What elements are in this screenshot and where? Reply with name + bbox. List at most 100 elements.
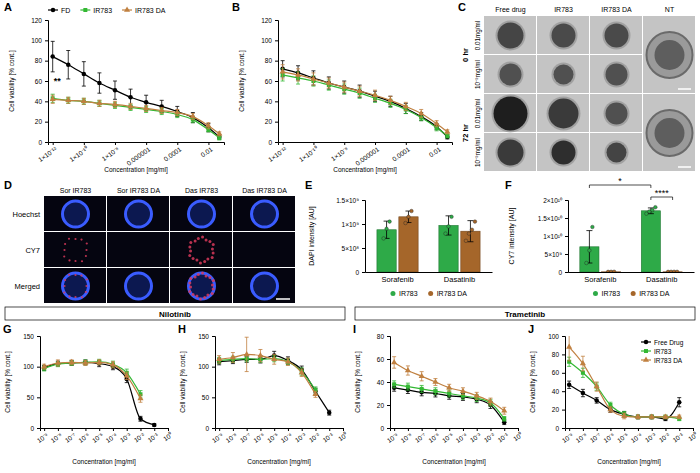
series-line (53, 99, 220, 134)
tick-mark (565, 236, 568, 237)
tick-label: 80 (377, 333, 385, 340)
cy7-signal (189, 277, 192, 280)
error-bar (384, 221, 390, 238)
cy7-signal (195, 259, 198, 262)
cy7-signal (208, 276, 211, 279)
spheroid (498, 140, 524, 166)
axis-line (279, 143, 453, 146)
replicate-point (450, 215, 454, 219)
fluorescence-panel: Sor IR783Sor IR783 DADas IR783Das IR783 … (12, 187, 295, 303)
data-point (372, 92, 378, 97)
legend: FDIR783IR783 DA (48, 6, 166, 13)
x-axis-title: Concentration [mg/ml] (247, 458, 311, 466)
tick: 5×10⁸ (342, 245, 365, 252)
data-point (432, 378, 438, 383)
x-axis: 1×10⁻¹²1×10⁻¹⁰1×10⁻⁸0.0000010.00010.01 (37, 142, 225, 167)
tick-label: 0.000001 (354, 145, 381, 167)
data-point (280, 68, 286, 73)
tick: 0.000001 (354, 142, 381, 167)
micrograph (107, 268, 169, 303)
spheroid (494, 97, 528, 131)
tick-mark (208, 142, 209, 145)
plot-area (41, 359, 156, 427)
micrograph (484, 133, 536, 171)
tick-mark (84, 142, 85, 145)
tick: 10⁰ (687, 428, 699, 442)
tick: 80 (377, 333, 390, 340)
tick: 20 (35, 118, 48, 125)
micrograph (484, 55, 536, 93)
series-line (283, 75, 448, 136)
tick: 10⁻⁶ (77, 428, 91, 444)
tick-label: 1×10⁻¹² (37, 145, 59, 163)
cy7-signal (212, 243, 215, 246)
cy7-signal (68, 295, 70, 297)
spheroid (498, 62, 524, 88)
spheroid (552, 63, 576, 87)
tick-label: Sorafenib (584, 275, 616, 284)
data-point (594, 398, 599, 403)
tick: 10⁻⁷ (588, 428, 602, 444)
spheroid (492, 95, 530, 133)
tick-label: 10⁻⁴ (454, 431, 468, 444)
x-axis: 10⁻⁹10⁻⁸10⁻⁷10⁻⁶10⁻⁵10⁻⁴10⁻³10⁻²10⁻¹10⁰ (561, 428, 700, 444)
axis-line (41, 429, 169, 432)
error-bar (327, 410, 331, 415)
cy7-signal (212, 279, 215, 282)
tick-label: 10⁻² (482, 431, 496, 444)
tick-mark (275, 61, 278, 62)
series-line (219, 354, 315, 394)
y-axis: 05×10⁹1×10¹⁰1.5×10¹⁰2×10¹⁰ (538, 197, 569, 276)
cy7-signal (68, 259, 70, 261)
data-point (55, 359, 61, 364)
tick-label: 10⁻⁶ (602, 431, 616, 444)
x-axis: SorafenibDasatinib (569, 273, 695, 285)
tick-mark (387, 336, 390, 337)
series-line (53, 57, 220, 137)
tick: 10⁻⁵ (266, 428, 280, 444)
legend-label: IR783 (654, 348, 672, 355)
data-point (97, 81, 102, 86)
series-line (283, 69, 448, 137)
y-axis-title: Cell viability [% cont.] (354, 351, 362, 413)
column-header: Das IR783 (185, 187, 218, 194)
panel-letter: E (305, 179, 312, 191)
tick-mark (233, 428, 234, 431)
tick-mark (652, 428, 653, 431)
tick-mark (219, 428, 220, 431)
y-axis: 020406080100120 (31, 17, 48, 146)
tick-label: 10⁻⁵ (616, 431, 630, 444)
spheroid (607, 143, 627, 163)
data-point (434, 120, 440, 125)
data-point (649, 413, 655, 418)
data-point (271, 356, 277, 361)
data-point (144, 100, 149, 105)
tick-mark (624, 428, 625, 431)
axis-line (566, 429, 694, 432)
data-point (447, 392, 451, 396)
cy7-signal (212, 288, 215, 291)
cy7-signal (86, 278, 88, 280)
legend: IR783IR783 DA (390, 290, 467, 297)
tick-label: 10⁻³ (469, 431, 483, 444)
tick-label: 10⁰ (162, 431, 174, 443)
data-point (190, 113, 196, 118)
tick-label: 10⁻⁸ (224, 431, 238, 444)
tick-mark (679, 428, 680, 431)
tick: 0.01 (199, 142, 214, 158)
tick-mark (168, 428, 169, 431)
bar (641, 211, 660, 272)
data-point (444, 128, 450, 133)
tick: 1×10⁻⁸ (330, 142, 350, 162)
micrograph-panel: Free drugIR783IR783 DANT0 hr0.01mg/ml10⁻… (461, 6, 695, 171)
data-point (446, 384, 452, 389)
micrograph (484, 94, 536, 132)
micrograph (590, 16, 642, 54)
replicate-point (473, 220, 477, 224)
tick-mark (504, 428, 505, 431)
error-bar (567, 381, 571, 388)
micrograph (484, 16, 536, 54)
micrograph (590, 94, 642, 132)
tick-mark (45, 20, 48, 21)
legend-label: IR783 DA (135, 7, 166, 14)
